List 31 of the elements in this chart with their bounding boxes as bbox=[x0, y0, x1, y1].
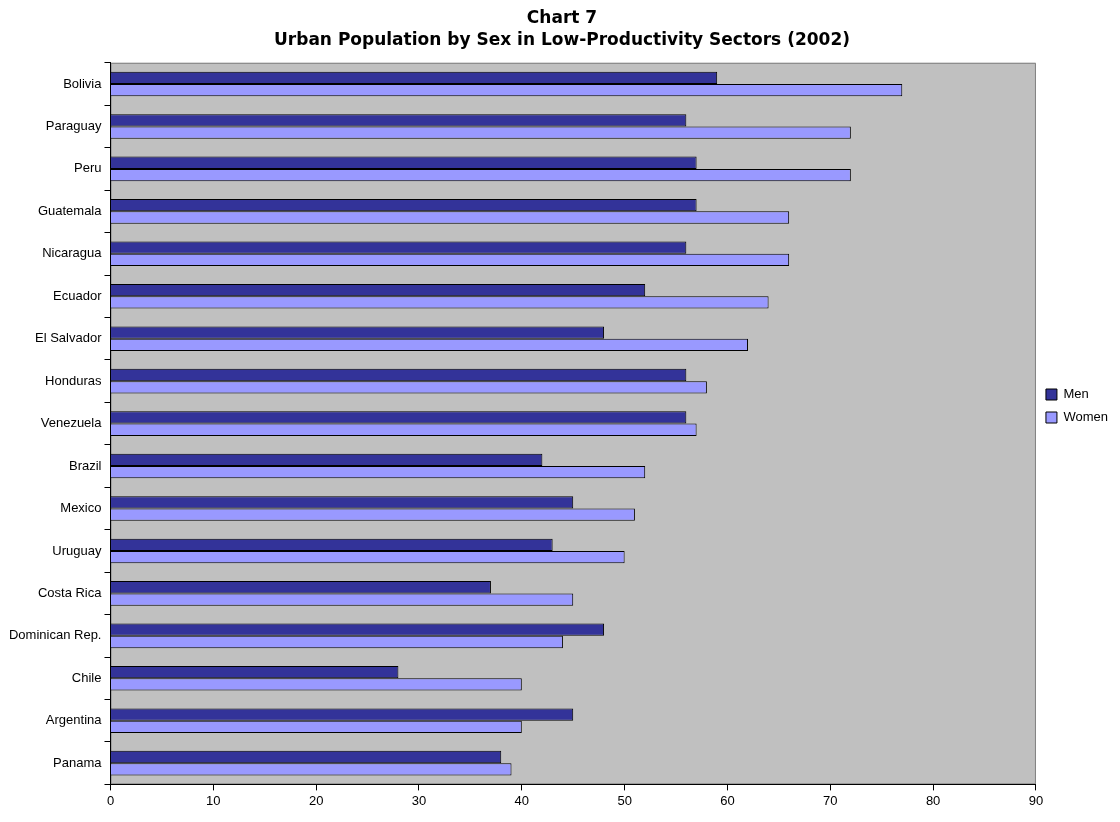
y-tick-label: Venezuela bbox=[40, 415, 103, 431]
y-tick-label: Honduras bbox=[45, 372, 102, 388]
y-tick-label: Brazil bbox=[68, 457, 102, 473]
y-tick-label: Uruguay bbox=[52, 542, 102, 558]
y-tick-label: Mexico bbox=[60, 500, 102, 516]
y-tick-label: Panama bbox=[53, 754, 103, 770]
y-tick-label: Ecuador bbox=[53, 287, 103, 303]
y-tick-label: Argentina bbox=[45, 712, 103, 728]
y-tick-label: El Salvador bbox=[35, 330, 103, 346]
legend-label: Men bbox=[1063, 386, 1089, 402]
y-tick-label: Guatemala bbox=[37, 202, 103, 218]
legend-label: Women bbox=[1063, 409, 1109, 425]
y-tick-label: Nicaragua bbox=[42, 245, 103, 261]
x-tick-label: 10 bbox=[206, 792, 221, 808]
y-tick-label: Chile bbox=[71, 669, 102, 685]
y-tick-label: Bolivia bbox=[63, 75, 103, 91]
chart-title: Chart 7 bbox=[526, 6, 598, 27]
x-tick-label: 40 bbox=[514, 792, 530, 808]
x-tick-label: 90 bbox=[1028, 792, 1044, 808]
x-tick-label: 20 bbox=[308, 792, 324, 808]
x-tick-label: 60 bbox=[720, 792, 735, 808]
x-tick-label: 80 bbox=[925, 792, 941, 808]
x-tick-label: 70 bbox=[823, 792, 838, 808]
y-tick-label: Costa Rica bbox=[37, 584, 103, 600]
x-tick-label: 30 bbox=[411, 792, 427, 808]
y-tick-label: Peru bbox=[74, 160, 102, 176]
y-tick-label: Paraguay bbox=[45, 118, 102, 134]
x-tick-label: 50 bbox=[617, 792, 632, 808]
x-tick-label: 0 bbox=[106, 792, 115, 808]
chart-subtitle: Urban Population by Sex in Low-Productivity Sectors (2002) bbox=[274, 29, 850, 50]
y-tick-label: Dominican Rep. bbox=[8, 627, 102, 643]
